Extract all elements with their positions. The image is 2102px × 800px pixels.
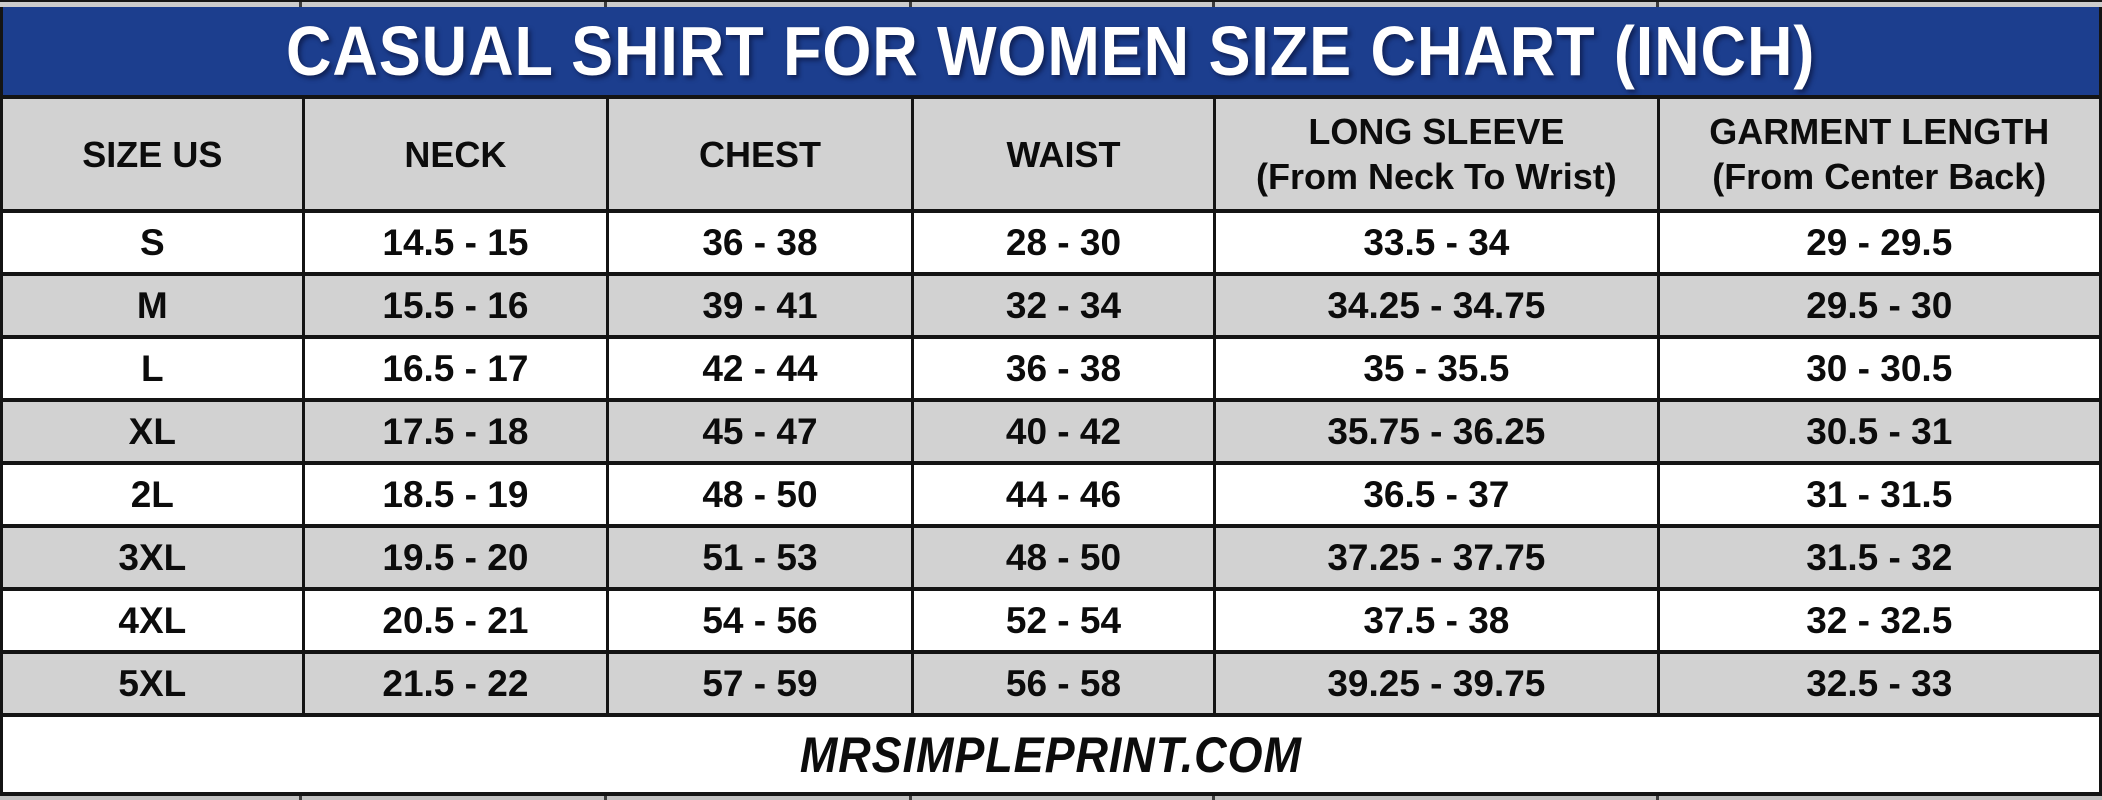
table-header-row: SIZE US NECK CHEST WAIST LONG SLEEVE (From Ne… [0, 95, 2102, 213]
size-value-cell: 32 - 34 [910, 272, 1217, 339]
size-value-cell: 32.5 - 33 [1656, 650, 2102, 717]
edge-cell-divider [1215, 2, 1659, 7]
size-value-cell: 32 - 32.5 [1656, 587, 2102, 654]
size-value-cell: 36 - 38 [606, 209, 914, 276]
column-header-neck: NECK [301, 95, 610, 213]
size-value-cell: 57 - 59 [606, 650, 914, 717]
edge-cell-divider [302, 2, 608, 7]
edge-cell-divider [607, 2, 913, 7]
size-value-cell: 33.5 - 34 [1213, 209, 1660, 276]
size-value-cell: 29.5 - 30 [1656, 272, 2102, 339]
size-value-cell: 54 - 56 [606, 587, 914, 654]
size-value-cell: 18.5 - 19 [301, 461, 610, 528]
edge-cell-divider [0, 2, 303, 7]
edge-cell-divider [0, 796, 303, 800]
edge-cell-divider [1215, 796, 1659, 800]
column-header-chest: CHEST [606, 95, 914, 213]
size-label-cell: 3XL [0, 524, 305, 591]
size-row: 3XL 19.5 - 20 51 - 53 48 - 50 37.25 - 37.75 3… [0, 524, 2102, 591]
size-value-cell: 29 - 29.5 [1656, 209, 2102, 276]
size-value-cell: 21.5 - 22 [301, 650, 610, 717]
size-value-cell: 17.5 - 18 [301, 398, 610, 465]
size-value-cell: 36 - 38 [910, 335, 1217, 402]
size-label-cell: 2L [0, 461, 305, 528]
size-value-cell: 45 - 47 [606, 398, 914, 465]
size-value-cell: 35 - 35.5 [1213, 335, 1660, 402]
column-header-line: GARMENT LENGTH [1709, 111, 2050, 152]
edge-cell-divider [302, 796, 608, 800]
size-label-cell: 5XL [0, 650, 305, 717]
size-value-cell: 36.5 - 37 [1213, 461, 1660, 528]
size-row: 5XL 21.5 - 22 57 - 59 56 - 58 39.25 - 39.75 3… [0, 650, 2102, 717]
size-value-cell: 31.5 - 32 [1656, 524, 2102, 591]
size-value-cell: 34.25 - 34.75 [1213, 272, 1660, 339]
column-header-garment-length: GARMENT LENGTH (From Center Back) [1656, 95, 2102, 213]
size-value-cell: 39.25 - 39.75 [1213, 650, 1660, 717]
title-banner: CASUAL SHIRT FOR WOMEN SIZE CHART (INCH) [0, 7, 2102, 95]
size-label-cell: XL [0, 398, 305, 465]
size-value-cell: 52 - 54 [910, 587, 1217, 654]
size-row: XL 17.5 - 18 45 - 47 40 - 42 35.75 - 36.25 30… [0, 398, 2102, 465]
cropped-row-top-edge [0, 0, 2102, 7]
column-header-line: WAIST [1006, 133, 1121, 175]
cropped-row-bottom-edge [0, 792, 2102, 800]
size-value-cell: 56 - 58 [910, 650, 1217, 717]
size-row: 2L 18.5 - 19 48 - 50 44 - 46 36.5 - 37 31 - 3… [0, 461, 2102, 528]
page-title: CASUAL SHIRT FOR WOMEN SIZE CHART (INCH) [286, 12, 1816, 90]
column-header-line: SIZE US [82, 133, 223, 175]
size-value-cell: 16.5 - 17 [301, 335, 610, 402]
size-label-cell: M [0, 272, 305, 339]
column-header-line: CHEST [698, 133, 821, 175]
size-table: SIZE US NECK CHEST WAIST LONG SLEEVE (From Ne… [0, 95, 2102, 717]
size-value-cell: 44 - 46 [910, 461, 1217, 528]
size-value-cell: 14.5 - 15 [301, 209, 610, 276]
size-row: M 15.5 - 16 39 - 41 32 - 34 34.25 - 34.75 29.… [0, 272, 2102, 339]
size-value-cell: 20.5 - 21 [301, 587, 610, 654]
size-value-cell: 28 - 30 [910, 209, 1217, 276]
column-header-size-us: SIZE US [0, 95, 305, 213]
edge-cell-divider [1659, 796, 2102, 800]
column-header-line: NECK [404, 133, 507, 175]
website-text: MRSIMPLEPRINT.COM [800, 726, 1302, 783]
edge-cell-divider [607, 796, 913, 800]
size-value-cell: 35.75 - 36.25 [1213, 398, 1660, 465]
size-row: 4XL 20.5 - 21 54 - 56 52 - 54 37.5 - 38 32 - … [0, 587, 2102, 654]
edge-cell-divider [912, 2, 1215, 7]
column-header-waist: WAIST [910, 95, 1217, 213]
size-value-cell: 30 - 30.5 [1656, 335, 2102, 402]
size-row: L 16.5 - 17 42 - 44 36 - 38 35 - 35.5 30 - 30… [0, 335, 2102, 402]
footer-banner: MRSIMPLEPRINT.COM [0, 717, 2102, 792]
column-header-line: (From Center Back) [1712, 156, 2047, 197]
size-label-cell: S [0, 209, 305, 276]
size-value-cell: 31 - 31.5 [1656, 461, 2102, 528]
size-value-cell: 48 - 50 [606, 461, 914, 528]
size-row: S 14.5 - 15 36 - 38 28 - 30 33.5 - 34 29 - 29… [0, 209, 2102, 276]
column-header-line: LONG SLEEVE [1308, 111, 1565, 152]
size-value-cell: 30.5 - 31 [1656, 398, 2102, 465]
size-value-cell: 40 - 42 [910, 398, 1217, 465]
size-label-cell: L [0, 335, 305, 402]
size-table-container: SIZE US NECK CHEST WAIST LONG SLEEVE (From Ne… [0, 95, 2102, 717]
size-value-cell: 42 - 44 [606, 335, 914, 402]
size-value-cell: 15.5 - 16 [301, 272, 610, 339]
column-header-line: (From Neck To Wrist) [1256, 156, 1617, 197]
size-value-cell: 37.25 - 37.75 [1213, 524, 1660, 591]
size-value-cell: 39 - 41 [606, 272, 914, 339]
size-value-cell: 19.5 - 20 [301, 524, 610, 591]
size-label-cell: 4XL [0, 587, 305, 654]
edge-cell-divider [912, 796, 1215, 800]
size-value-cell: 51 - 53 [606, 524, 914, 591]
column-header-long-sleeve: LONG SLEEVE (From Neck To Wrist) [1213, 95, 1660, 213]
size-value-cell: 37.5 - 38 [1213, 587, 1660, 654]
size-value-cell: 48 - 50 [910, 524, 1217, 591]
